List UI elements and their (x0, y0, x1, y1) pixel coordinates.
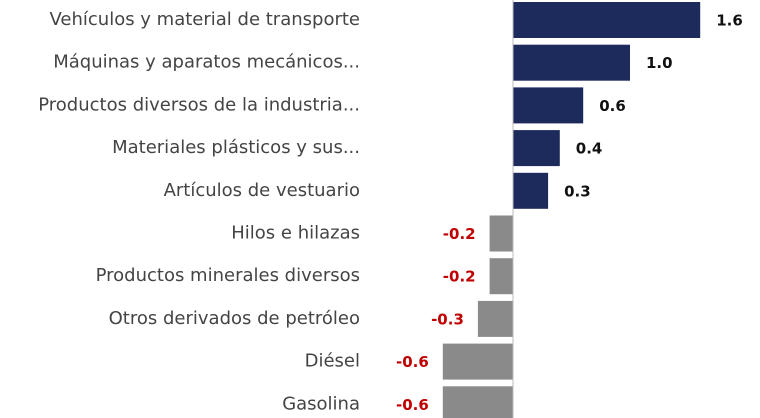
value-label: -0.2 (443, 268, 476, 286)
value-label: -0.6 (396, 353, 429, 371)
value-label: -0.6 (396, 396, 429, 414)
bar (442, 343, 513, 380)
value-label: 0.4 (576, 140, 603, 158)
category-label: Productos diversos de la industria... (38, 94, 360, 115)
category-label: Artículos de vestuario (164, 180, 360, 201)
bar (513, 2, 701, 38)
value-label: -0.2 (443, 225, 476, 243)
bar (489, 258, 513, 295)
bar (513, 44, 630, 81)
value-label: 0.6 (599, 97, 626, 115)
value-label: -0.3 (431, 310, 464, 328)
category-label: Diésel (305, 351, 360, 372)
bar (489, 215, 513, 252)
bar (513, 130, 560, 167)
value-label: 0.3 (564, 182, 591, 200)
category-label: Gasolina (282, 393, 360, 414)
category-label: Vehículos y material de transporte (49, 9, 360, 30)
bar (442, 386, 513, 418)
category-label: Otros derivados de petróleo (109, 308, 360, 329)
bar (477, 300, 513, 337)
category-label: Productos minerales diversos (96, 265, 360, 286)
category-label: Hilos e hilazas (231, 223, 360, 244)
bar (513, 87, 584, 124)
value-label: 1.6 (716, 12, 743, 30)
category-label: Máquinas y aparatos mecánicos... (53, 52, 360, 73)
category-label: Materiales plásticos y sus... (112, 137, 360, 158)
bar (513, 172, 549, 209)
value-label: 1.0 (646, 54, 673, 72)
